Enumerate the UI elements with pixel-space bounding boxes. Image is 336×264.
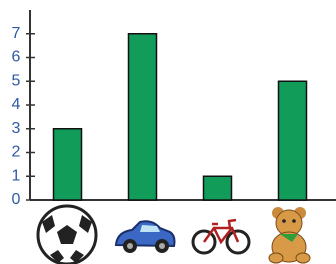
y-tick-label: 6 — [12, 49, 21, 66]
y-tick-label: 1 — [12, 167, 21, 184]
y-tick-label: 7 — [12, 25, 21, 42]
y-tick-label: 0 — [12, 191, 21, 208]
bar — [129, 34, 157, 200]
chart: 0 1 2 3 4 5 6 7 — [0, 0, 336, 264]
y-tick-label: 2 — [12, 144, 21, 161]
y-tick-label: 4 — [12, 96, 21, 113]
y-tick-label: 3 — [12, 120, 21, 137]
soccer-ball-icon — [38, 206, 96, 264]
bar — [54, 129, 82, 200]
icons — [38, 206, 310, 264]
bicycle-icon — [193, 220, 249, 253]
bar — [204, 176, 232, 200]
teddy-bear-icon — [269, 207, 310, 263]
y-tick-label: 5 — [12, 72, 21, 89]
car-icon — [116, 221, 175, 253]
bar — [279, 81, 307, 200]
